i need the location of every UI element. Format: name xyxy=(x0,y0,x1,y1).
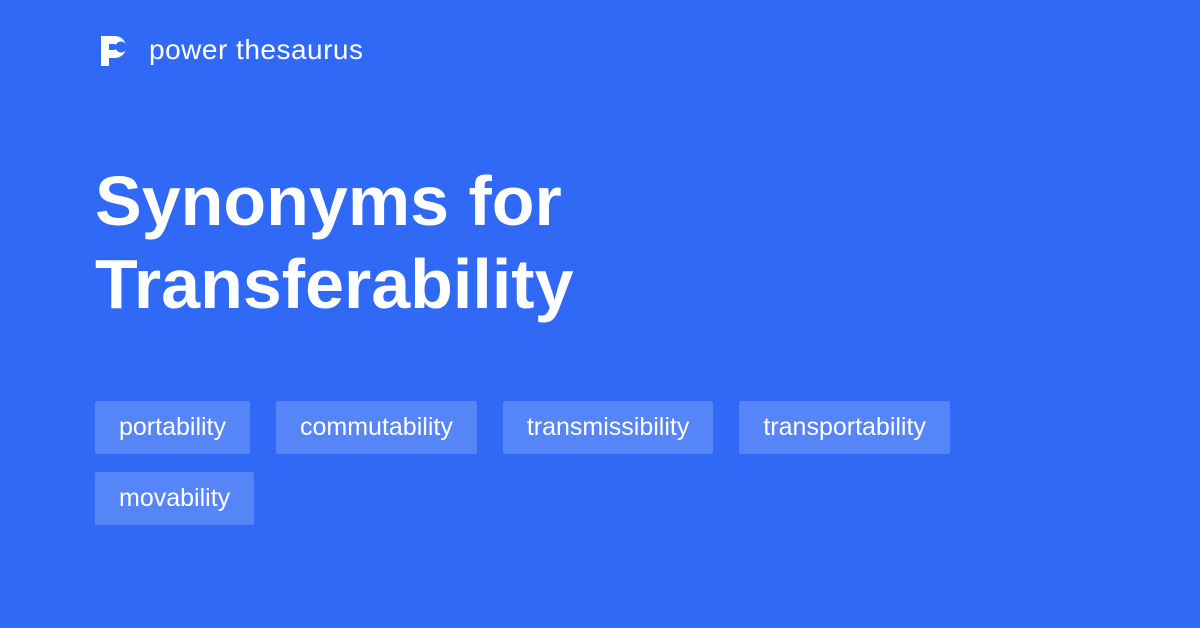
synonym-chips: portability commutability transmissibili… xyxy=(95,401,1105,525)
title-line-1: Synonyms for xyxy=(95,162,562,240)
page: power thesaurus Synonyms for Transferabi… xyxy=(0,0,1200,628)
brand-logo-icon xyxy=(95,32,131,68)
synonym-chip[interactable]: transmissibility xyxy=(503,401,714,454)
title-line-2: Transferability xyxy=(95,245,574,323)
synonym-chip[interactable]: movability xyxy=(95,472,254,525)
header: power thesaurus xyxy=(95,32,1105,68)
page-title: Synonyms for Transferability xyxy=(95,160,1105,325)
title-section: Synonyms for Transferability xyxy=(95,160,1105,325)
synonym-chip[interactable]: transportability xyxy=(739,401,950,454)
brand-name: power thesaurus xyxy=(149,34,364,66)
synonym-chip[interactable]: portability xyxy=(95,401,250,454)
synonym-chip[interactable]: commutability xyxy=(276,401,477,454)
